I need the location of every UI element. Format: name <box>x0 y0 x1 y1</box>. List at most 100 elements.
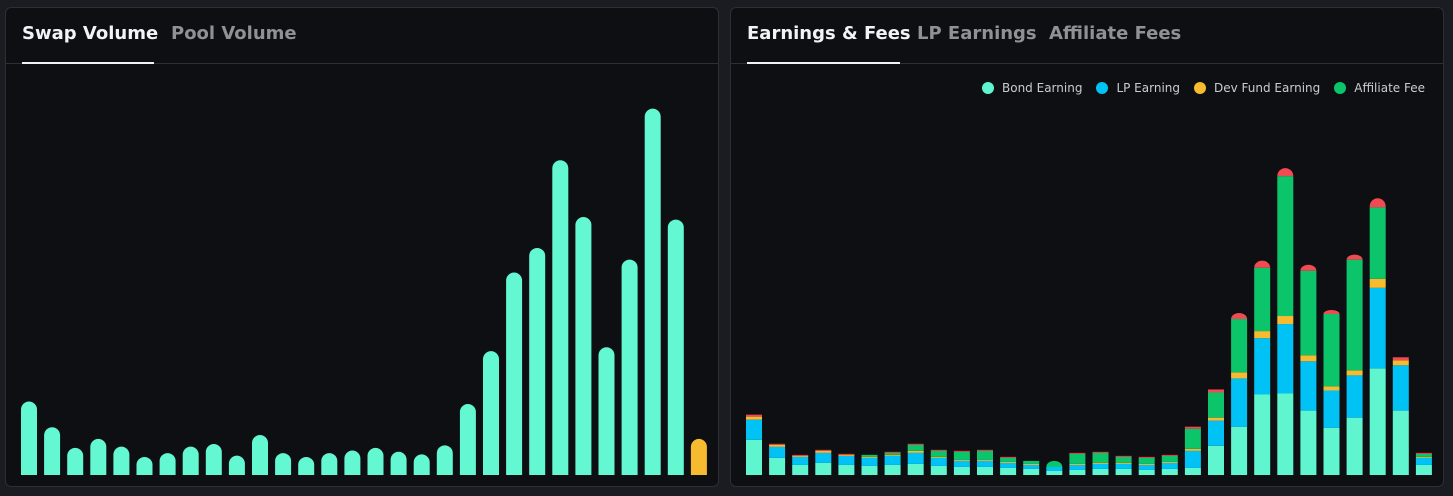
earnings-bar-stack[interactable] <box>907 443 924 475</box>
earnings-bar-stack[interactable] <box>1138 456 1155 475</box>
swap-volume-bar[interactable] <box>113 446 130 475</box>
tab-pool-volume[interactable]: Pool Volume <box>171 23 297 44</box>
swap-volume-bar[interactable] <box>321 453 338 475</box>
swap-volume-bar[interactable] <box>621 259 638 475</box>
earnings-bar-segment <box>1346 375 1363 418</box>
earnings-bar-stack[interactable] <box>815 449 832 475</box>
earnings-bar-stack[interactable] <box>953 450 970 475</box>
earnings-bar-stack[interactable] <box>1023 460 1040 475</box>
earnings-bar-segment <box>1415 464 1432 475</box>
earnings-bar-segment <box>838 464 855 475</box>
earnings-bar-stack[interactable] <box>1161 454 1178 475</box>
swap-volume-bar[interactable] <box>390 451 407 475</box>
earnings-bar-stack[interactable] <box>1000 456 1017 475</box>
earnings-bar-stack[interactable] <box>884 451 901 475</box>
earnings-bar-segment <box>746 414 762 417</box>
earnings-bar-segment <box>1184 448 1201 451</box>
swap-volume-bar[interactable] <box>436 445 453 475</box>
earnings-bar-segment <box>907 452 924 464</box>
earnings-bar-stack[interactable] <box>1415 452 1432 475</box>
earnings-bar-segment <box>1138 469 1155 475</box>
earnings-bar-stack[interactable] <box>1208 389 1224 475</box>
earnings-bar-segment <box>1184 426 1201 429</box>
earnings-bar-stack[interactable] <box>1300 264 1317 475</box>
earnings-bar-stack[interactable] <box>1069 452 1086 475</box>
earnings-bar-segment <box>1115 456 1132 463</box>
swap-volume-bar[interactable] <box>413 454 430 475</box>
earnings-bar-stack[interactable] <box>1231 313 1248 475</box>
legend-item-bond-earning[interactable]: Bond Earning <box>982 81 1082 95</box>
earnings-bar-segment <box>1138 456 1155 458</box>
earnings-bar-stack[interactable] <box>1092 451 1109 475</box>
earnings-bar-stack[interactable] <box>1392 357 1409 475</box>
swap-volume-bar-current[interactable] <box>690 438 707 475</box>
swap-volume-bar[interactable] <box>506 272 523 475</box>
earnings-bar-stack[interactable] <box>977 449 993 475</box>
swap-volume-bar[interactable] <box>667 219 684 475</box>
earnings-bar-stack[interactable] <box>1346 254 1363 475</box>
earnings-bar-stack[interactable] <box>746 414 762 475</box>
earnings-bar-segment <box>1392 357 1409 361</box>
earnings-bar-stack[interactable] <box>1115 455 1132 475</box>
earnings-bar-segment <box>1300 410 1317 475</box>
earnings-bar-stack[interactable] <box>1277 168 1294 475</box>
swap-volume-bar[interactable] <box>529 247 546 475</box>
earnings-bar-segment <box>1277 393 1294 475</box>
earnings-bar-segment <box>769 457 786 475</box>
tab-affiliate-fees[interactable]: Affiliate Fees <box>1049 23 1182 44</box>
earnings-bar-segment <box>1046 470 1063 475</box>
swap-volume-bar[interactable] <box>90 438 107 475</box>
legend-item-dev-fund-earning[interactable]: Dev Fund Earning <box>1194 81 1320 95</box>
swap-volume-bar[interactable] <box>21 401 37 475</box>
swap-volume-bar[interactable] <box>44 427 61 475</box>
swap-volume-bar[interactable] <box>67 447 84 475</box>
earnings-bar-segment <box>1415 452 1432 454</box>
swap-volume-bar[interactable] <box>205 444 222 475</box>
swap-volume-bar[interactable] <box>344 450 361 475</box>
earnings-bar-stack[interactable] <box>1046 460 1063 475</box>
swap-volume-bar[interactable] <box>459 404 476 475</box>
swap-volume-bar[interactable] <box>182 446 199 475</box>
swap-volume-bar[interactable] <box>252 435 268 475</box>
swap-volume-bar[interactable] <box>483 351 499 475</box>
earnings-bar-stack[interactable] <box>1323 309 1340 475</box>
swap-volume-bar[interactable] <box>367 447 384 475</box>
earnings-bar-stack[interactable] <box>792 454 809 475</box>
earnings-bar-segment <box>861 465 878 475</box>
swap-volume-bar[interactable] <box>644 108 661 475</box>
earnings-bar-segment <box>838 454 855 456</box>
earnings-bar-segment <box>815 450 832 453</box>
earnings-bar-stack[interactable] <box>1369 198 1386 475</box>
earnings-bar-stack[interactable] <box>861 454 878 475</box>
swap-volume-bar[interactable] <box>275 453 292 475</box>
swap-volume-bar[interactable] <box>159 453 176 475</box>
legend-dot-icon <box>1334 82 1347 94</box>
tab-swap-volume[interactable]: Swap Volume <box>22 23 159 44</box>
swap-volume-bar[interactable] <box>598 347 615 475</box>
earnings-bar-stack[interactable] <box>930 449 947 475</box>
tab-earnings-fees[interactable]: Earnings & Fees <box>747 23 911 44</box>
legend-item-affiliate-fee[interactable]: Affiliate Fee <box>1334 81 1425 95</box>
swap-volume-bar[interactable] <box>552 160 569 476</box>
earnings-bar-stack[interactable] <box>1184 426 1201 475</box>
legend-item-lp-earning[interactable]: LP Earning <box>1096 81 1180 95</box>
earnings-bar-segment <box>769 446 786 458</box>
earnings-bar-stack[interactable] <box>1254 260 1271 475</box>
earnings-bar-stack[interactable] <box>769 443 786 475</box>
swap-volume-bar[interactable] <box>228 455 245 475</box>
earnings-bar-segment <box>861 456 878 458</box>
earnings-bar-stack[interactable] <box>838 453 855 475</box>
earnings-bar-segment <box>1000 456 1017 458</box>
tab-lp-earnings[interactable]: LP Earnings <box>917 23 1037 44</box>
earnings-bar-segment <box>1092 468 1109 475</box>
swap-volume-bar[interactable] <box>575 217 592 475</box>
earnings-bar-segment <box>1115 468 1132 475</box>
earnings-bar-segment <box>977 450 993 460</box>
chart-legend: Bond Earning LP Earning Dev Fund Earning… <box>982 81 1425 95</box>
swap-volume-chart <box>21 108 707 476</box>
left-tab-bar: Swap Volume Pool Volume <box>6 8 718 64</box>
earnings-bar-segment <box>1346 259 1363 371</box>
swap-volume-bar[interactable] <box>136 456 153 475</box>
swap-volume-bar[interactable] <box>298 456 315 475</box>
legend-dot-icon <box>1194 82 1206 94</box>
